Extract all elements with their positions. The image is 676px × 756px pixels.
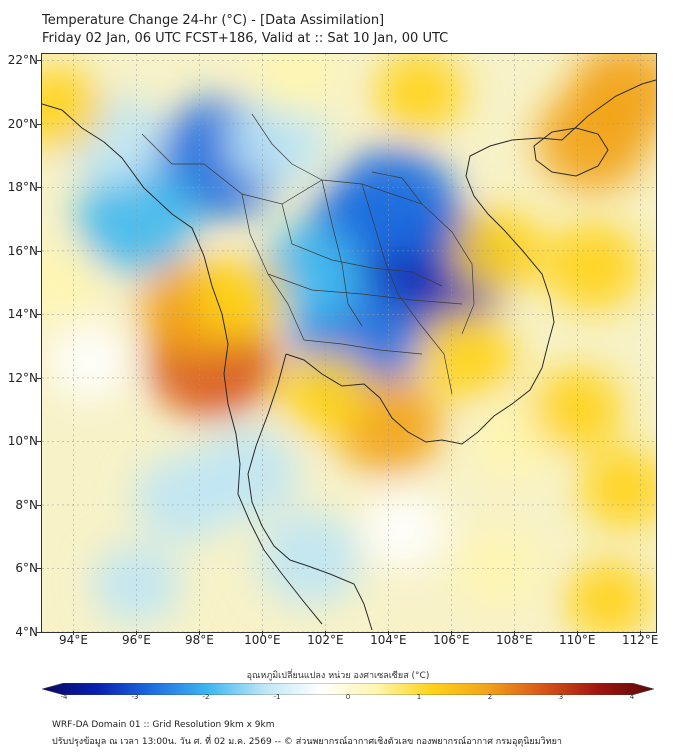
map-title: Temperature Change 24-hr (°C) - [Data As… <box>42 13 385 28</box>
lon-tick <box>451 631 453 635</box>
coastline-gulf <box>285 137 563 445</box>
field-blob-8 <box>227 94 329 186</box>
lon-label: 104°E <box>370 633 407 647</box>
lat-label: 8°N <box>15 497 38 512</box>
map-canvas <box>42 54 656 632</box>
colorbar-label: อุณหภูมิเปลี่ยนแปลง หน่วย องศาเซลเซียส (… <box>246 671 430 681</box>
field-blob-2 <box>332 146 457 260</box>
lon-label: 94°E <box>59 633 88 647</box>
coastline-hainan <box>533 127 609 177</box>
map-subtitle: Friday 02 Jan, 06 UTC FCST+186, Valid at… <box>42 31 449 46</box>
lat-tick <box>37 377 41 379</box>
province-borders <box>141 113 475 395</box>
lat-label: 18°N <box>7 180 38 195</box>
field-blob-25 <box>251 54 337 115</box>
lon-tick <box>262 631 264 635</box>
lat-tick <box>37 123 41 125</box>
lat-label: 6°N <box>15 561 38 576</box>
colorbar-tick-label: 4 <box>629 693 635 701</box>
field-blob-30 <box>565 560 653 632</box>
field-blob-19 <box>418 311 516 401</box>
field-blob-18 <box>279 351 372 436</box>
lat-label: 16°N <box>7 243 38 258</box>
model-info: WRF-DA Domain 01 :: Grid Resolution 9km … <box>52 720 275 730</box>
lat-tick <box>37 632 41 633</box>
field-blob-12 <box>361 491 447 569</box>
lon-label: 98°E <box>184 633 214 647</box>
colorbar-tick-label: -3 <box>131 693 139 701</box>
lat-tick <box>37 187 41 189</box>
field-blob-28 <box>579 448 656 530</box>
colorbar-tick-label: 2 <box>487 693 493 701</box>
lon-tick <box>73 631 75 635</box>
temperature-field <box>42 54 656 632</box>
lon-tick <box>199 631 201 635</box>
lon-tick <box>136 631 138 635</box>
lat-tick <box>37 568 41 570</box>
lon-label: 108°E <box>496 633 533 647</box>
lat-label: 12°N <box>7 370 38 385</box>
lon-label: 112°E <box>622 633 659 647</box>
lon-tick <box>388 631 390 635</box>
lon-label: 102°E <box>307 633 344 647</box>
field-blob-23 <box>544 222 642 312</box>
field-blob-11 <box>258 512 362 606</box>
lat-tick <box>37 504 41 506</box>
lon-label: 100°E <box>244 633 281 647</box>
lat-tick <box>37 250 41 252</box>
lon-tick <box>577 631 579 635</box>
field-blob-32 <box>42 245 99 320</box>
lat-label: 20°N <box>7 116 38 131</box>
colorbar-tick-label: -4 <box>60 693 68 701</box>
lon-tick <box>640 631 642 635</box>
colorbar <box>40 680 656 696</box>
coastlines <box>42 79 656 631</box>
update-credit: ปรับปรุงข้อมูล ณ เวลา 13:00น. วัน ศ. ที่… <box>52 737 562 747</box>
lat-label: 14°N <box>7 307 38 322</box>
map-graticule <box>42 54 656 632</box>
lat-label: 22°N <box>7 53 38 68</box>
lat-tick <box>37 60 41 62</box>
lat-tick <box>37 441 41 443</box>
colorbar-tick-label: 1 <box>416 693 422 701</box>
lon-tick <box>325 631 327 635</box>
colorbar-tick-label: -1 <box>273 693 281 701</box>
lat-label: 4°N <box>15 625 38 639</box>
lon-label: 96°E <box>122 633 151 647</box>
lon-label: 106°E <box>433 633 470 647</box>
lat-tick <box>37 314 41 316</box>
coastline-peninsula <box>247 353 373 631</box>
colorbar-tick-label: 0 <box>345 693 351 701</box>
lon-tick <box>514 631 516 635</box>
field-blob-31 <box>42 66 104 150</box>
coastline-south-china <box>561 79 656 141</box>
field-blob-24 <box>374 54 465 133</box>
field-blob-10 <box>134 454 233 544</box>
colorbar-tick-label: -2 <box>202 693 210 701</box>
coastline-indochina <box>42 103 323 625</box>
temperature-map <box>41 53 657 633</box>
colorbar-tick-label: 3 <box>558 693 564 701</box>
lat-label: 10°N <box>7 434 38 449</box>
lon-label: 110°E <box>559 633 596 647</box>
field-blob-13 <box>48 324 131 400</box>
field-blob-33 <box>194 256 287 341</box>
